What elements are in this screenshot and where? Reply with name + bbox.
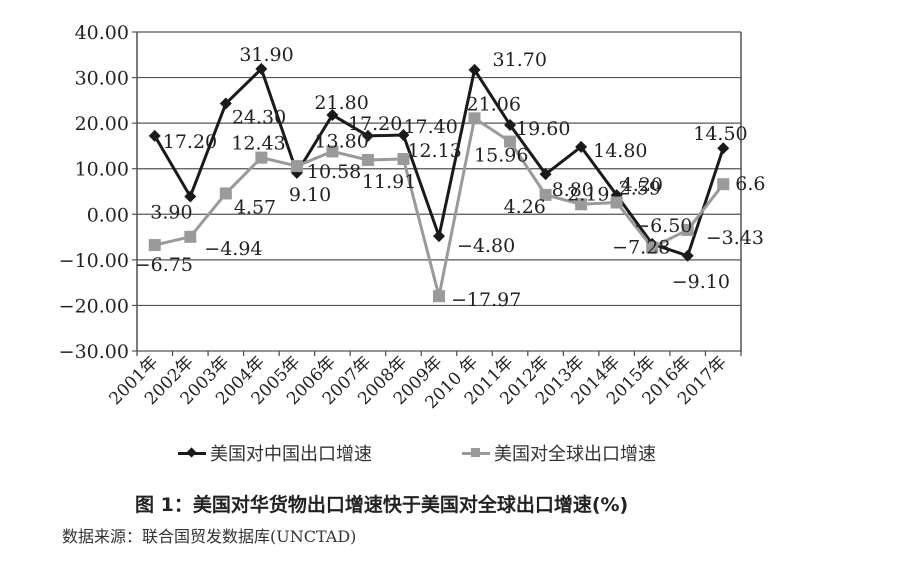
svg-text:14.80: 14.80 (593, 140, 647, 162)
x-axis: 2001年2002年2003年2004年2005年2006年2007年2008年… (106, 351, 742, 413)
svg-text:0.00: 0.00 (87, 204, 129, 226)
svg-text:3.90: 3.90 (150, 202, 192, 224)
legend-item-china: 美国对中国出口增速 (178, 440, 372, 466)
svg-text:−6.75: −6.75 (135, 254, 193, 276)
svg-text:−30.00: −30.00 (59, 341, 129, 363)
svg-text:11.91: 11.91 (362, 171, 416, 193)
svg-text:12.43: 12.43 (231, 133, 285, 155)
svg-text:8.80: 8.80 (552, 179, 594, 201)
svg-text:21.80: 21.80 (314, 92, 368, 114)
svg-text:−17.97: −17.97 (451, 289, 521, 311)
svg-text:40.00: 40.00 (75, 22, 129, 44)
svg-text:17.40: 17.40 (403, 116, 457, 138)
svg-text:21.06: 21.06 (467, 93, 521, 115)
svg-text:14.50: 14.50 (693, 123, 747, 145)
svg-text:13.80: 13.80 (314, 130, 368, 152)
svg-text:19.60: 19.60 (516, 118, 570, 140)
svg-text:2.59: 2.59 (619, 177, 661, 199)
svg-text:10.00: 10.00 (75, 159, 129, 181)
svg-text:9.10: 9.10 (289, 184, 331, 206)
figure-caption: 图 1：美国对华货物出口增速快于美国对全球出口增速(%) (135, 494, 629, 516)
legend-item-global: 美国对全球出口增速 (462, 440, 656, 466)
svg-text:12.13: 12.13 (407, 140, 461, 162)
svg-text:−3.43: −3.43 (706, 227, 764, 249)
svg-text:6.6: 6.6 (735, 173, 765, 195)
data-series (148, 62, 730, 303)
svg-text:−7.28: −7.28 (612, 236, 670, 258)
svg-text:24.30: 24.30 (232, 107, 286, 129)
data-source: 数据来源：联合国贸发数据库(UNCTAD) (62, 527, 357, 546)
svg-text:10.58: 10.58 (307, 161, 361, 183)
svg-text:−9.10: −9.10 (672, 271, 730, 293)
svg-text:−4.94: −4.94 (204, 238, 262, 260)
square-marker-icon (462, 447, 490, 457)
svg-text:31.70: 31.70 (493, 49, 547, 71)
gridlines (136, 31, 742, 352)
y-axis: 40.00 30.00 20.00 10.00 0.00 −10.00 −20.00 −30.… (59, 22, 137, 363)
svg-text:20.00: 20.00 (75, 113, 129, 135)
svg-text:−4.80: −4.80 (457, 235, 515, 257)
svg-text:17.20: 17.20 (163, 131, 217, 153)
svg-text:4.20: 4.20 (621, 174, 663, 196)
diamond-marker-icon (178, 446, 206, 458)
line-chart: 40.00 30.00 20.00 10.00 0.00 −10.00 −20.00 −30.… (59, 22, 766, 413)
legend: 美国对中国出口增速 美国对全球出口增速 (0, 440, 899, 466)
svg-text:4.57: 4.57 (234, 196, 276, 218)
legend-label-china: 美国对中国出口增速 (210, 444, 372, 465)
svg-text:15.96: 15.96 (474, 145, 528, 167)
svg-text:4.26: 4.26 (504, 196, 546, 218)
legend-label-global: 美国对全球出口增速 (494, 444, 656, 465)
svg-text:17.20: 17.20 (348, 113, 402, 135)
svg-text:−20.00: −20.00 (59, 295, 129, 317)
svg-text:−6.50: −6.50 (634, 215, 692, 237)
svg-text:30.00: 30.00 (75, 68, 129, 90)
svg-text:−10.00: −10.00 (59, 250, 129, 272)
svg-text:2.19: 2.19 (567, 183, 609, 205)
svg-text:31.90: 31.90 (239, 44, 293, 66)
